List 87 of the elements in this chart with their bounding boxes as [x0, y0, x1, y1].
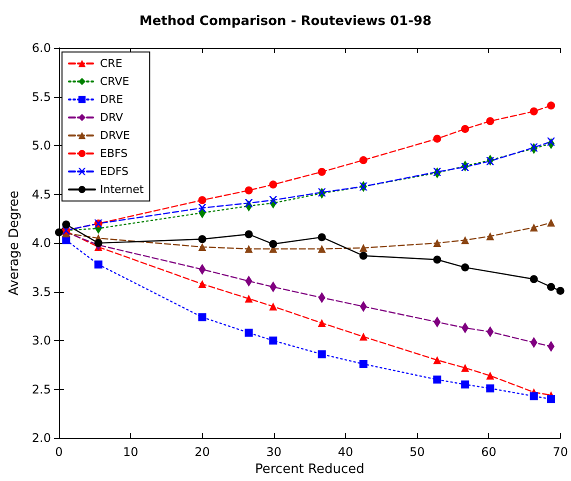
point: [198, 235, 206, 244]
y-tick-label: 2.5: [32, 382, 51, 396]
point: [198, 196, 206, 204]
point: [94, 260, 102, 269]
point: [62, 220, 70, 229]
legend-label: EDFS: [100, 165, 129, 178]
x-tick-label: 10: [122, 445, 138, 460]
point: [547, 218, 556, 227]
point: [198, 242, 206, 251]
point: [547, 102, 556, 110]
point: [359, 244, 368, 252]
y-tick-label: 5.5: [32, 90, 51, 104]
point: [318, 188, 326, 196]
point: [269, 336, 278, 345]
point: [244, 244, 253, 253]
x-tick-label: 50: [409, 445, 425, 460]
y-tick-label: 5.0: [32, 138, 51, 153]
point: [318, 350, 326, 358]
point: [530, 223, 538, 232]
point: [433, 134, 442, 143]
point: [94, 239, 102, 248]
point: [461, 124, 470, 133]
point: [359, 360, 368, 368]
x-axis-title: Percent Reduced: [254, 462, 364, 477]
point: [244, 186, 253, 194]
point: [269, 180, 278, 189]
x-tick-label: 60: [481, 445, 496, 460]
point: [269, 240, 278, 248]
point: [359, 332, 368, 341]
legend-label: DRE: [100, 93, 124, 106]
point: [530, 107, 538, 116]
point: [486, 232, 494, 240]
y-tick-label: 4.0: [32, 236, 51, 250]
point: [54, 228, 63, 236]
y-tick-label: 6.0: [32, 41, 51, 55]
point: [244, 294, 253, 303]
y-tick-label: 2.0: [32, 431, 51, 446]
y-axis-title: Average Degree: [7, 190, 22, 296]
point: [530, 275, 538, 284]
point: [461, 364, 470, 372]
point: [547, 138, 556, 146]
point: [318, 233, 326, 242]
point: [359, 252, 368, 260]
y-tick-label: 3.0: [32, 334, 51, 348]
point: [486, 157, 494, 166]
point: [433, 239, 442, 248]
point: [461, 236, 470, 244]
point: [530, 392, 538, 400]
legend-label: Internet: [100, 183, 144, 196]
point: [244, 230, 253, 238]
point: [318, 168, 326, 176]
legend-label: DRVE: [100, 129, 130, 142]
point: [198, 313, 206, 322]
point: [244, 199, 253, 208]
legend-label: CRE: [100, 57, 122, 70]
point: [433, 256, 442, 264]
x-tick-label: 20: [194, 445, 210, 460]
point: [547, 395, 556, 404]
point: [359, 156, 368, 164]
point: [556, 286, 564, 295]
point: [318, 319, 326, 328]
x-tick-label: 40: [338, 445, 354, 460]
x-tick-label: 0: [55, 445, 63, 460]
y-tick-label: 4.5: [32, 187, 51, 202]
x-tick-label: 30: [266, 445, 282, 460]
point: [433, 376, 442, 384]
point: [461, 263, 470, 272]
legend-label: EBFS: [100, 147, 128, 160]
point: [461, 380, 470, 388]
point: [433, 356, 442, 364]
point: [486, 372, 494, 380]
y-tick-label: 3.5: [32, 284, 51, 299]
x-tick-label: 70: [552, 445, 568, 460]
legend-label: DRV: [100, 111, 124, 124]
point: [269, 302, 278, 310]
point: [547, 282, 556, 291]
chart-title: Method Comparison - Routeviews 01-98: [139, 14, 432, 29]
point: [269, 196, 278, 204]
point: [433, 168, 442, 176]
point: [244, 328, 253, 337]
point: [198, 280, 206, 288]
point: [318, 244, 326, 253]
point: [530, 143, 538, 152]
point: [198, 204, 206, 212]
legend-label: CRVE: [100, 75, 130, 88]
point: [486, 384, 494, 392]
point: [486, 117, 494, 126]
